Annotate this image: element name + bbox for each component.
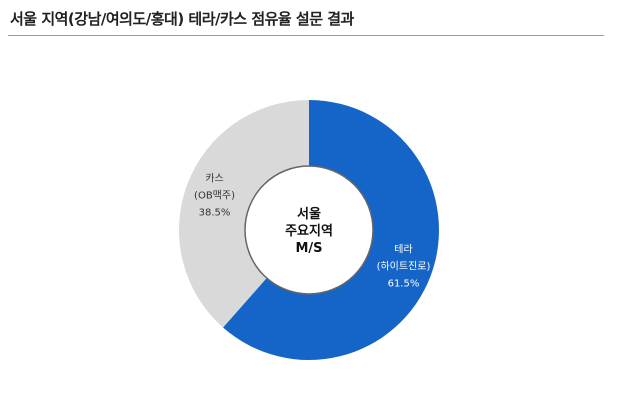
donut-slices [179, 100, 439, 360]
slice-label-value: 61.5% [388, 279, 420, 290]
slice-label-value: 38.5% [199, 207, 231, 218]
slice-cass [179, 100, 309, 328]
slice-label-sub: (OB맥주) [194, 189, 235, 201]
center-label-line: M/S [295, 241, 322, 256]
slice-terra [223, 100, 439, 360]
slice-label-name: 카스 [205, 172, 223, 184]
slice-label-sub: (하이트진로) [377, 260, 431, 273]
donut-hole [244, 165, 374, 295]
page-title: 서울 지역(강남/여의도/홍대) 테라/카스 점유율 설문 결과 [10, 10, 354, 28]
center-label-line: 서울 [297, 206, 321, 222]
title-divider [8, 35, 604, 36]
center-label-line: 주요지역 [285, 223, 333, 239]
slice-label-name: 테라 [394, 244, 412, 256]
slice-labels: 테라 (하이트진로) 61.5% 카스 (OB맥주) 38.5% [194, 172, 430, 289]
